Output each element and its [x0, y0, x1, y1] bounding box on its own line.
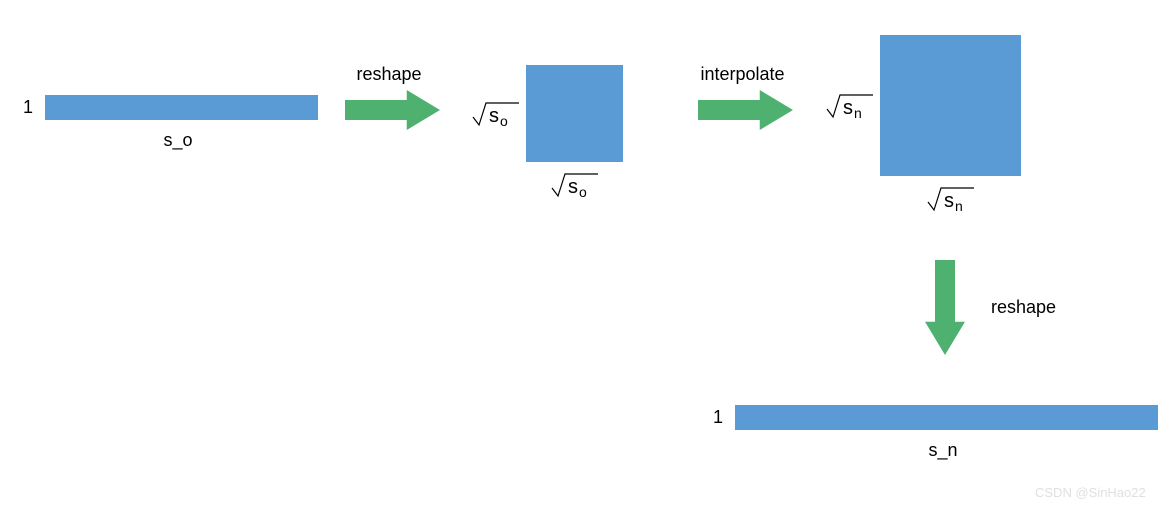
svg-text:s: s — [944, 190, 954, 212]
square-sn-left-sqrt: s n — [825, 91, 875, 121]
watermark: CSDN @SinHao22 — [1035, 485, 1146, 500]
svg-text:n: n — [854, 105, 862, 121]
square-so-left-sqrt: s o — [471, 99, 521, 129]
rect-sn-left-label: 1 — [713, 407, 723, 428]
square-so — [526, 65, 623, 162]
rect-so-left-label: 1 — [23, 97, 33, 118]
svg-text:s: s — [843, 97, 853, 119]
arrow-reshape-1 — [345, 90, 440, 135]
arrow-interpolate — [698, 90, 793, 135]
svg-text:o: o — [500, 113, 508, 129]
svg-text:s: s — [568, 176, 578, 198]
square-sn — [880, 35, 1021, 176]
square-sn-bottom-sqrt: s n — [926, 184, 976, 214]
arrow-interpolate-label: interpolate — [701, 64, 785, 85]
rect-sn — [735, 405, 1158, 430]
rect-so — [45, 95, 318, 120]
svg-text:s: s — [489, 105, 499, 127]
svg-text:n: n — [955, 198, 963, 214]
square-so-bottom-sqrt: s o — [550, 170, 600, 200]
rect-so-bottom-label: s_o — [164, 130, 193, 151]
svg-text:o: o — [579, 184, 587, 200]
arrow-reshape-2-label: reshape — [991, 297, 1056, 318]
rect-sn-bottom-label: s_n — [929, 440, 958, 461]
arrow-reshape-2 — [925, 260, 965, 360]
arrow-reshape-1-label: reshape — [357, 64, 422, 85]
